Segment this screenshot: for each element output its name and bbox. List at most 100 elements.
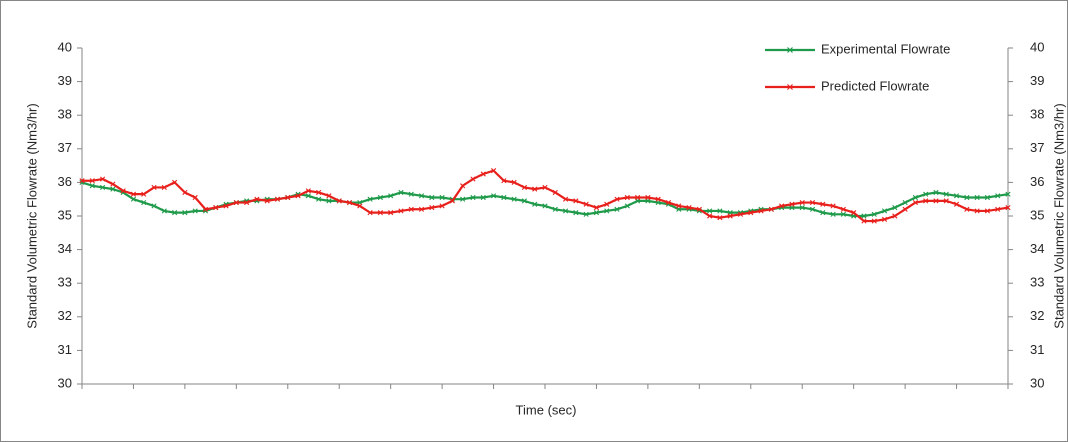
point-marker <box>799 199 805 206</box>
point-marker <box>604 201 610 207</box>
point-marker <box>439 194 445 201</box>
point-marker <box>521 184 528 191</box>
point-marker <box>305 193 311 199</box>
point-marker <box>912 199 918 206</box>
legend-label: Experimental Flowrate <box>821 41 950 56</box>
point-marker <box>429 205 435 211</box>
point-marker <box>429 194 435 201</box>
point-marker <box>758 208 764 214</box>
point-marker <box>984 208 991 214</box>
point-marker <box>161 184 167 191</box>
y-tick-label: 39 <box>58 73 72 88</box>
point-marker <box>418 206 425 212</box>
point-marker <box>418 193 425 199</box>
point-marker <box>779 203 785 209</box>
y2-tick-label: 37 <box>1030 140 1044 155</box>
point-marker <box>830 203 836 209</box>
y2-tick-label: 35 <box>1030 207 1044 222</box>
y-tick-label: 32 <box>58 308 72 323</box>
point-marker <box>192 194 198 201</box>
point-marker <box>974 194 980 201</box>
point-marker <box>789 201 795 207</box>
point-marker <box>408 191 414 197</box>
point-marker <box>974 208 980 214</box>
point-marker <box>953 193 960 199</box>
point-marker <box>593 205 600 211</box>
point-marker <box>871 211 877 217</box>
point-marker <box>521 198 528 204</box>
point-marker <box>912 194 918 201</box>
point-marker <box>285 194 291 201</box>
point-marker <box>737 211 744 217</box>
point-marker <box>562 196 569 202</box>
x-axis-label: Time (sec) <box>516 402 577 417</box>
y-tick-label: 31 <box>58 342 72 357</box>
point-marker <box>532 201 538 207</box>
point-marker <box>727 213 733 219</box>
point-marker <box>820 201 826 207</box>
point-marker <box>326 198 332 204</box>
point-marker <box>336 198 342 204</box>
y-axis-label: Standard Volumetric Flowrate (Nm3/hr) <box>24 103 39 328</box>
y-tick-label: 33 <box>58 275 72 290</box>
point-marker <box>377 194 383 201</box>
point-marker <box>388 193 394 199</box>
point-marker <box>840 211 846 217</box>
point-marker <box>562 208 569 214</box>
point-marker <box>511 179 517 185</box>
point-marker <box>408 206 414 212</box>
legend-label: Predicted Flowrate <box>821 78 929 93</box>
point-marker <box>542 184 548 191</box>
point-marker <box>933 198 939 204</box>
point-marker <box>233 199 239 206</box>
y2-tick-label: 32 <box>1030 308 1044 323</box>
point-marker <box>655 196 661 202</box>
point-marker <box>244 199 250 206</box>
point-marker <box>316 189 322 196</box>
y-tick-label: 38 <box>58 107 72 122</box>
point-marker <box>614 206 620 212</box>
point-marker <box>902 199 908 206</box>
point-marker <box>480 171 486 177</box>
point-marker <box>89 178 95 184</box>
point-marker <box>367 210 373 216</box>
point-marker <box>490 193 497 199</box>
y-tick-label: 30 <box>58 375 72 390</box>
point-marker <box>645 194 651 201</box>
point-marker <box>172 210 178 216</box>
point-marker <box>696 206 702 212</box>
point-marker <box>182 189 188 196</box>
point-marker <box>542 203 548 209</box>
y2-tick-label: 39 <box>1030 73 1044 88</box>
point-marker <box>748 210 754 216</box>
y2-tick-label: 34 <box>1030 241 1044 256</box>
legend-marker <box>787 84 793 90</box>
point-marker <box>79 178 85 184</box>
point-marker <box>624 203 630 209</box>
y2-tick-label: 40 <box>1030 39 1044 54</box>
point-marker <box>964 194 970 201</box>
point-marker <box>892 213 898 219</box>
point-marker <box>110 181 116 187</box>
point-marker <box>707 213 713 219</box>
point-marker <box>254 196 260 202</box>
point-marker <box>141 199 147 206</box>
point-marker <box>552 189 558 196</box>
point-marker <box>182 210 188 216</box>
point-marker <box>593 210 600 216</box>
y2-tick-label: 33 <box>1030 275 1044 290</box>
point-marker <box>984 194 991 201</box>
point-marker <box>367 196 373 202</box>
point-marker <box>172 179 178 185</box>
point-marker <box>470 176 476 182</box>
point-marker <box>326 193 332 199</box>
point-marker <box>346 199 353 206</box>
point-marker <box>99 176 106 182</box>
point-marker <box>717 208 723 214</box>
point-marker <box>995 206 1001 212</box>
point-marker <box>686 205 692 211</box>
point-marker <box>871 218 877 224</box>
point-marker <box>398 189 404 196</box>
point-marker <box>192 208 198 214</box>
